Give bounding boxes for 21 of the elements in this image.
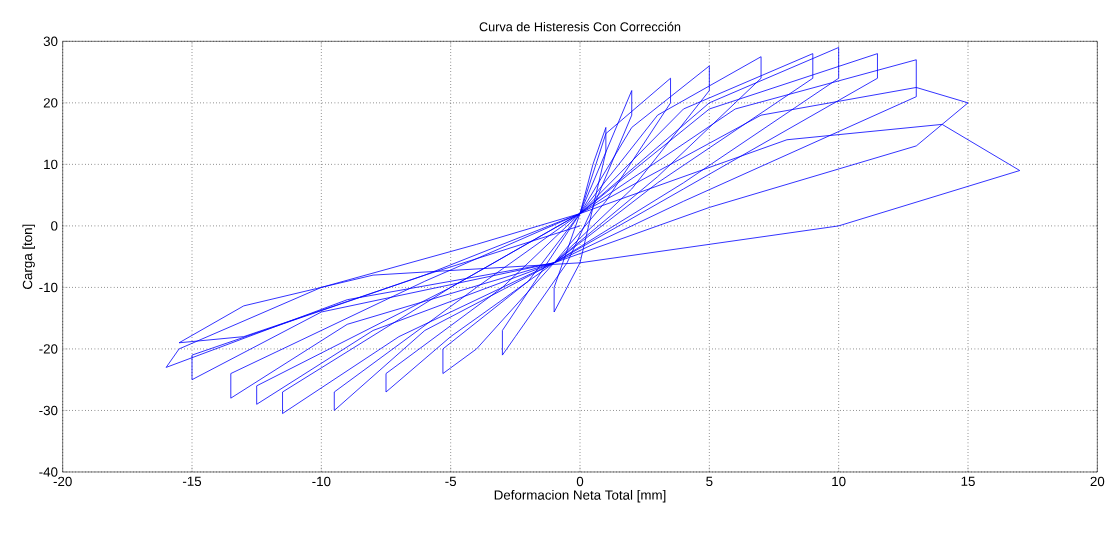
x-tick-label: 20 — [1090, 476, 1105, 487]
y-tick-label: 30 — [43, 36, 58, 47]
x-tick-label: -20 — [53, 476, 72, 487]
x-tick-label: 15 — [961, 476, 975, 486]
y-tick-label: 10 — [44, 159, 58, 170]
y-tick-label: -30 — [39, 405, 58, 416]
x-axis-title: Deformacion Neta Total [mm] — [494, 489, 666, 503]
x-tick-label: -5 — [445, 476, 457, 486]
y-tick-label: 0 — [51, 221, 58, 231]
y-axis-title: Carga [ton] — [22, 224, 35, 289]
x-tick-label: 10 — [832, 476, 846, 487]
chart-title: Curva de Histeresis Con Corrección — [479, 21, 681, 32]
x-tick-label: -15 — [182, 476, 202, 486]
y-tick-label: -40 — [39, 467, 58, 477]
y-tick-label: 20 — [43, 98, 58, 108]
x-tick-label: 5 — [706, 476, 713, 486]
line-series — [165, 47, 1021, 414]
x-tick-label: -10 — [312, 476, 331, 487]
y-tick-label: -10 — [39, 282, 58, 293]
y-tick-label: -20 — [39, 344, 58, 354]
x-tick-label: 0 — [576, 476, 584, 487]
